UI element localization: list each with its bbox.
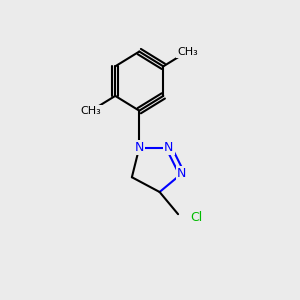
Text: CH₃: CH₃ [177, 46, 198, 57]
Text: N: N [164, 141, 173, 154]
Text: N: N [177, 167, 187, 180]
Text: CH₃: CH₃ [81, 106, 102, 116]
Text: N: N [135, 141, 144, 154]
Text: Cl: Cl [190, 212, 203, 224]
